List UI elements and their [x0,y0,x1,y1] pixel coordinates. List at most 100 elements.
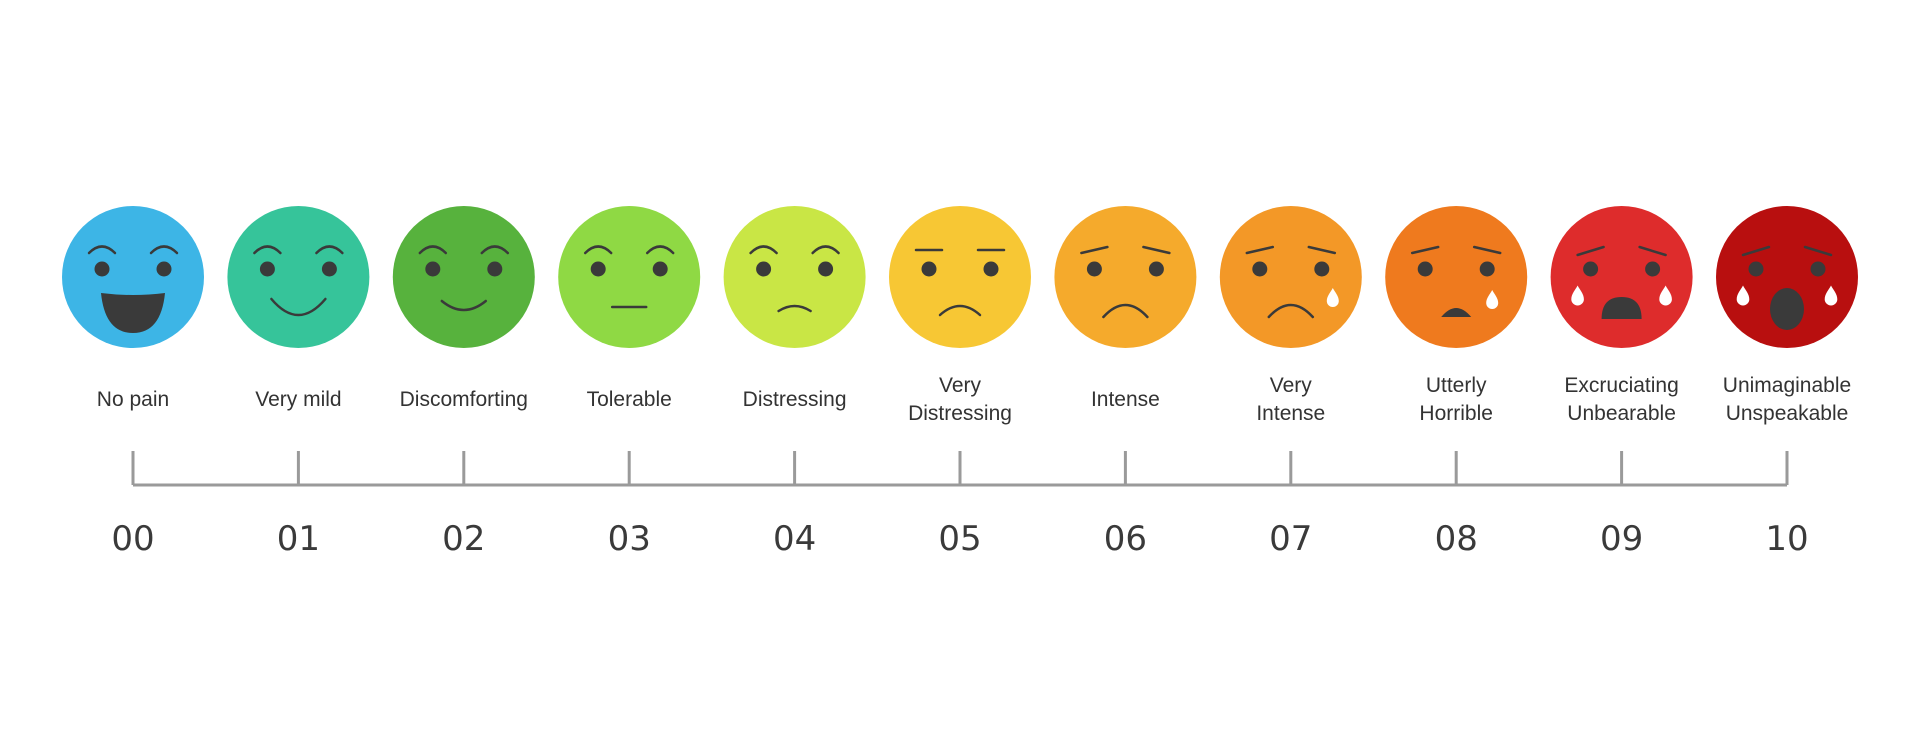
face-level-08 [1385,206,1528,348]
distressed-tear-face-icon [1385,206,1528,348]
level-number: 05 [938,519,981,559]
level-label: Very Distressing [908,374,1012,425]
scale-ticks [131,451,1789,485]
level-label: Distressing [743,388,847,411]
left-brow [749,245,778,255]
left-brow [87,245,117,255]
right-eye [1314,261,1330,277]
label-line: Unbearable [1567,402,1676,425]
right-eye [1810,261,1826,277]
level-label: Tolerable [587,388,672,411]
face-level-09 [1550,206,1693,348]
label-line: Very [1270,374,1313,397]
level-number: 09 [1600,519,1643,559]
sad-tear-face-icon [1219,206,1362,348]
level-number: 00 [111,519,154,559]
left-eye [94,261,110,277]
label-line: Tolerable [587,388,672,411]
label-line: No pain [97,388,169,411]
right-brow [645,245,675,255]
face-level-03 [558,206,701,348]
face-level-04 [723,206,866,348]
tear-drop [1486,290,1499,309]
frown-face-icon [889,206,1031,348]
level-label: Utterly Horrible [1419,374,1493,425]
left-eye [1252,261,1268,277]
face-level-01 [227,206,370,348]
frown-mouth [938,304,982,317]
label-line: Very [939,374,982,397]
big-smile-face-icon [227,206,370,348]
left-eye [1583,261,1599,277]
label-line: Distressing [743,388,847,411]
level-number: 10 [1765,519,1808,559]
level-label: Unimaginable Unspeakable [1723,374,1851,425]
slight-frown-face-icon [723,206,866,348]
sad-mouth [1102,303,1149,319]
level-number: 01 [277,519,320,559]
right-eye [818,261,834,277]
left-eye [259,261,275,277]
level-number: 04 [773,519,816,559]
left-brow [1245,245,1275,255]
face-level-06 [1054,206,1197,348]
open-distressed-mouth [1441,308,1472,317]
right-eye [1479,261,1495,277]
level-number: 02 [442,519,485,559]
label-line: Horrible [1419,402,1493,425]
tear-drop [1824,285,1838,306]
right-brow [315,245,344,255]
sad-face-icon [1054,206,1197,348]
smile-mouth [440,299,488,312]
frown-mouth [777,304,812,313]
left-brow [418,245,448,255]
screaming-crying-face-icon [1716,206,1858,348]
label-line: Excruciating [1564,374,1678,397]
right-eye [1645,261,1661,277]
label-line: Discomforting [400,388,528,411]
level-number: 07 [1269,519,1312,559]
face-level-00 [62,206,204,348]
right-brow [1472,245,1502,255]
scale-numbers: 00 01 02 03 04 05 06 07 08 09 10 [111,519,1808,559]
left-eye [425,261,441,277]
level-label: Discomforting [400,388,528,411]
right-brow [1638,245,1667,257]
label-line: Unspeakable [1726,402,1849,425]
label-line: Distressing [908,402,1012,425]
right-brow [1803,245,1833,257]
face-level-05 [889,206,1031,348]
left-brow [1080,245,1109,255]
left-brow [1576,245,1605,257]
level-label: Very mild [255,388,341,411]
neutral-face-icon [558,206,701,348]
left-brow [1410,245,1440,255]
left-eye [756,261,772,277]
smile-mouth [270,297,327,317]
label-line: Intense [1091,388,1160,411]
face-level-10 [1716,206,1858,348]
right-eye [1148,261,1164,277]
left-eye [590,261,606,277]
level-number: 03 [608,519,651,559]
left-eye [1748,261,1764,277]
tear-drop [1736,285,1750,306]
faces-row [62,206,1858,348]
level-label: Very Intense [1256,374,1325,425]
label-line: Intense [1256,402,1325,425]
open-laughing-mouth [101,293,165,333]
right-eye [487,261,503,277]
level-label: Excruciating Unbearable [1564,374,1678,425]
screaming-mouth [1770,288,1804,330]
left-eye [1086,261,1102,277]
face-level-07 [1219,206,1362,348]
crying-face-icon [1550,206,1693,348]
right-brow [1307,245,1337,255]
face-level-02 [392,206,535,348]
level-number: 08 [1435,519,1478,559]
left-brow [1741,245,1771,257]
labels-row: No pain Very mild Discomforting Tolerable Di… [97,374,1851,425]
label-line: Utterly [1426,374,1487,397]
right-brow [1142,245,1171,255]
